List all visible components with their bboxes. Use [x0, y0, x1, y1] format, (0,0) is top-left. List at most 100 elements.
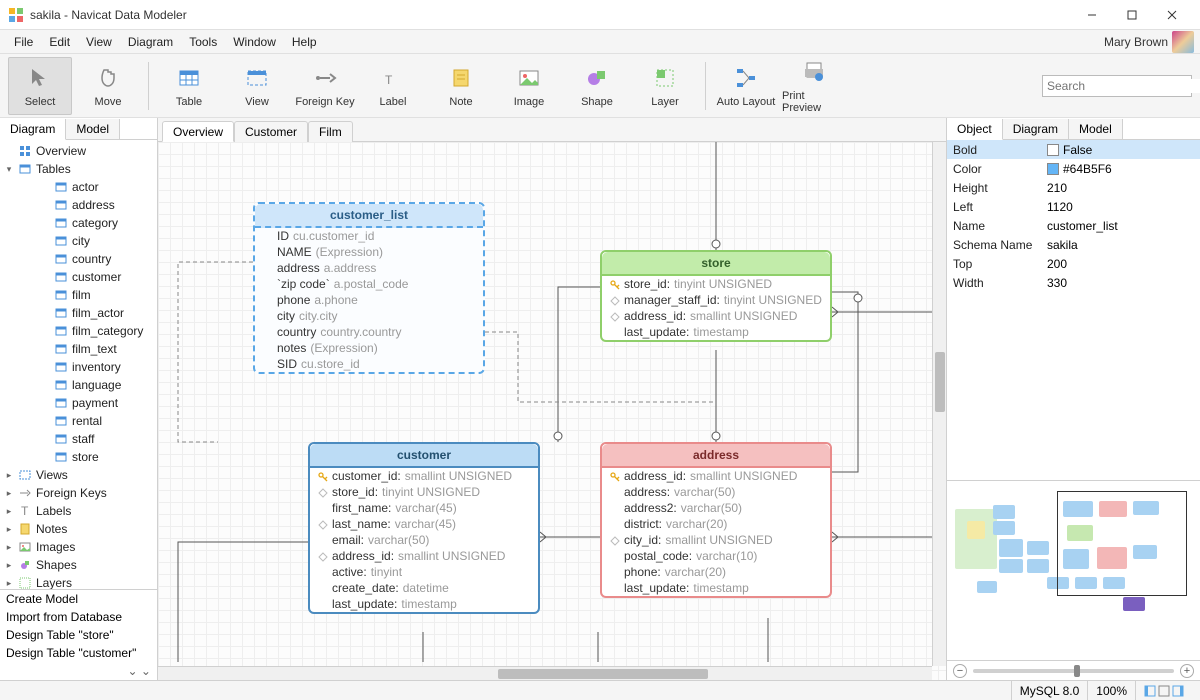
- field-row[interactable]: manager_staff_id: tinyint UNSIGNED: [602, 292, 830, 308]
- tool-table[interactable]: Table: [157, 57, 221, 115]
- tool-view[interactable]: View: [225, 57, 289, 115]
- canvas-vscrollbar[interactable]: [932, 142, 946, 666]
- tree-table-actor[interactable]: actor: [0, 178, 157, 196]
- entity-header[interactable]: customer: [310, 444, 538, 468]
- entity-customer[interactable]: customercustomer_id: smallint UNSIGNEDst…: [308, 442, 540, 614]
- diagram-canvas[interactable]: customer_listID cu.customer_idNAME (Expr…: [158, 142, 946, 680]
- entity-store[interactable]: storestore_id: tinyint UNSIGNEDmanager_s…: [600, 250, 832, 342]
- tree-group-notes[interactable]: ▸Notes: [0, 520, 157, 538]
- search-box[interactable]: [1042, 75, 1192, 97]
- tab-diagram[interactable]: Diagram: [1003, 119, 1069, 140]
- menu-edit[interactable]: Edit: [41, 32, 78, 52]
- prop-width[interactable]: Width330: [947, 273, 1200, 292]
- field-row[interactable]: address_id: smallint UNSIGNED: [602, 308, 830, 324]
- menu-tools[interactable]: Tools: [181, 32, 225, 52]
- recent-item[interactable]: Design Table "customer": [0, 644, 157, 662]
- tree-group-shapes[interactable]: ▸Shapes: [0, 556, 157, 574]
- prop-left[interactable]: Left1120: [947, 197, 1200, 216]
- field-row[interactable]: last_name: varchar(45): [310, 516, 538, 532]
- prop-top[interactable]: Top200: [947, 254, 1200, 273]
- entity-header[interactable]: address: [602, 444, 830, 468]
- prop-name[interactable]: Namecustomer_list: [947, 216, 1200, 235]
- field-row[interactable]: address_id: smallint UNSIGNED: [310, 548, 538, 564]
- tab-model[interactable]: Model: [1069, 119, 1123, 140]
- tool-select[interactable]: Select: [8, 57, 72, 115]
- maximize-button[interactable]: [1112, 0, 1152, 30]
- entity-customer_list[interactable]: customer_listID cu.customer_idNAME (Expr…: [253, 202, 485, 374]
- user-name[interactable]: Mary Brown: [1104, 35, 1168, 49]
- field-row[interactable]: SID cu.store_id: [255, 356, 483, 372]
- tree-table-address[interactable]: address: [0, 196, 157, 214]
- field-row[interactable]: phone a.phone: [255, 292, 483, 308]
- field-row[interactable]: last_update: timestamp: [602, 324, 830, 340]
- tab-customer[interactable]: Customer: [234, 121, 308, 142]
- tree-table-category[interactable]: category: [0, 214, 157, 232]
- tab-object[interactable]: Object: [947, 119, 1003, 140]
- diagram-tree[interactable]: Overview▾Tablesactoraddresscategorycityc…: [0, 140, 157, 589]
- field-row[interactable]: `zip code` a.postal_code: [255, 276, 483, 292]
- field-row[interactable]: create_date: datetime: [310, 580, 538, 596]
- zoom-in-button[interactable]: +: [1180, 664, 1194, 678]
- field-row[interactable]: NAME (Expression): [255, 244, 483, 260]
- tree-tables[interactable]: ▾Tables: [0, 160, 157, 178]
- field-row[interactable]: first_name: varchar(45): [310, 500, 538, 516]
- entity-header[interactable]: customer_list: [255, 204, 483, 228]
- tool-label[interactable]: TLabel: [361, 57, 425, 115]
- tool-image[interactable]: Image: [497, 57, 561, 115]
- field-row[interactable]: district: varchar(20): [602, 516, 830, 532]
- tab-diagram[interactable]: Diagram: [0, 119, 66, 140]
- field-row[interactable]: ID cu.customer_id: [255, 228, 483, 244]
- menu-window[interactable]: Window: [225, 32, 284, 52]
- tool-note[interactable]: Note: [429, 57, 493, 115]
- tool-printpreview[interactable]: Print Preview: [782, 57, 846, 115]
- field-row[interactable]: store_id: tinyint UNSIGNED: [310, 484, 538, 500]
- tree-table-rental[interactable]: rental: [0, 412, 157, 430]
- prop-height[interactable]: Height210: [947, 178, 1200, 197]
- tool-move[interactable]: Move: [76, 57, 140, 115]
- tree-group-layers[interactable]: ▸Layers: [0, 574, 157, 589]
- recent-item[interactable]: Create Model: [0, 590, 157, 608]
- field-row[interactable]: address_id: smallint UNSIGNED: [602, 468, 830, 484]
- field-row[interactable]: address a.address: [255, 260, 483, 276]
- field-row[interactable]: email: varchar(50): [310, 532, 538, 548]
- field-row[interactable]: city_id: smallint UNSIGNED: [602, 532, 830, 548]
- tree-group-foreign-keys[interactable]: ▸Foreign Keys: [0, 484, 157, 502]
- tree-table-language[interactable]: language: [0, 376, 157, 394]
- tree-table-store[interactable]: store: [0, 448, 157, 466]
- field-row[interactable]: last_update: timestamp: [602, 580, 830, 596]
- field-row[interactable]: address2: varchar(50): [602, 500, 830, 516]
- field-row[interactable]: notes (Expression): [255, 340, 483, 356]
- tree-group-views[interactable]: ▸Views: [0, 466, 157, 484]
- user-avatar[interactable]: [1172, 31, 1194, 53]
- tree-group-images[interactable]: ▸Images: [0, 538, 157, 556]
- tool-shape[interactable]: Shape: [565, 57, 629, 115]
- tool-autolayout[interactable]: Auto Layout: [714, 57, 778, 115]
- recent-item[interactable]: Import from Database: [0, 608, 157, 626]
- status-layout-icons[interactable]: [1135, 681, 1192, 700]
- tab-model[interactable]: Model: [66, 119, 120, 140]
- recent-scroll[interactable]: ⌄ ⌄: [0, 662, 157, 680]
- tree-table-city[interactable]: city: [0, 232, 157, 250]
- field-row[interactable]: city city.city: [255, 308, 483, 324]
- tree-table-customer[interactable]: customer: [0, 268, 157, 286]
- field-row[interactable]: customer_id: smallint UNSIGNED: [310, 468, 538, 484]
- field-row[interactable]: address: varchar(50): [602, 484, 830, 500]
- tree-group-labels[interactable]: ▸TLabels: [0, 502, 157, 520]
- canvas-hscrollbar[interactable]: [158, 666, 932, 680]
- tree-table-inventory[interactable]: inventory: [0, 358, 157, 376]
- tree-table-film_text[interactable]: film_text: [0, 340, 157, 358]
- entity-address[interactable]: addressaddress_id: smallint UNSIGNEDaddr…: [600, 442, 832, 598]
- tree-table-payment[interactable]: payment: [0, 394, 157, 412]
- field-row[interactable]: phone: varchar(20): [602, 564, 830, 580]
- tree-table-film[interactable]: film: [0, 286, 157, 304]
- tree-table-staff[interactable]: staff: [0, 430, 157, 448]
- field-row[interactable]: country country.country: [255, 324, 483, 340]
- zoom-slider[interactable]: [973, 669, 1174, 673]
- property-grid[interactable]: BoldFalseColor#64B5F6Height210Left1120Na…: [947, 140, 1200, 292]
- close-button[interactable]: [1152, 0, 1192, 30]
- tab-film[interactable]: Film: [308, 121, 353, 142]
- menu-diagram[interactable]: Diagram: [120, 32, 181, 52]
- tab-overview[interactable]: Overview: [162, 121, 234, 142]
- field-row[interactable]: store_id: tinyint UNSIGNED: [602, 276, 830, 292]
- tree-table-film_category[interactable]: film_category: [0, 322, 157, 340]
